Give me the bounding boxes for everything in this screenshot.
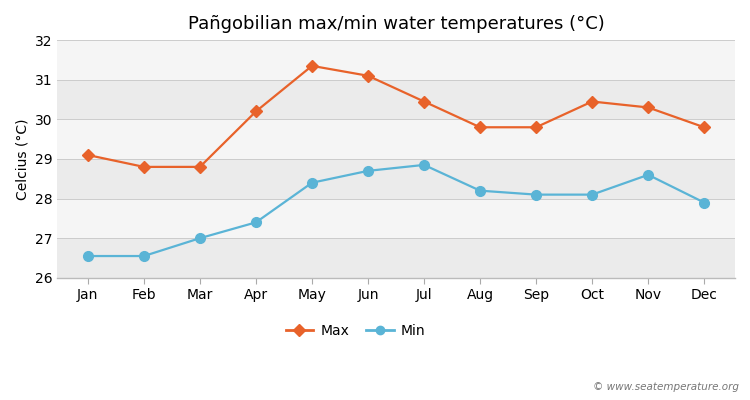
Min bbox=[532, 192, 541, 197]
Bar bbox=[57, 159, 735, 198]
Max bbox=[83, 153, 92, 158]
Title: Pañgobilian max/min water temperatures (°C): Pañgobilian max/min water temperatures (… bbox=[188, 15, 604, 33]
Max bbox=[476, 125, 484, 130]
Bar bbox=[57, 198, 735, 238]
Min bbox=[644, 172, 652, 177]
Bar bbox=[57, 119, 735, 159]
Min bbox=[700, 200, 709, 205]
Y-axis label: Celcius (°C): Celcius (°C) bbox=[15, 118, 29, 200]
Min bbox=[476, 188, 484, 193]
Line: Min: Min bbox=[83, 160, 709, 261]
Max bbox=[251, 109, 260, 114]
Max bbox=[140, 164, 148, 169]
Max bbox=[587, 99, 596, 104]
Max bbox=[196, 164, 205, 169]
Min bbox=[196, 236, 205, 241]
Bar bbox=[57, 238, 735, 278]
Max bbox=[644, 105, 652, 110]
Bar bbox=[57, 40, 735, 80]
Max bbox=[419, 99, 428, 104]
Max bbox=[308, 64, 316, 68]
Min bbox=[419, 162, 428, 167]
Min bbox=[251, 220, 260, 225]
Legend: Max, Min: Max, Min bbox=[280, 318, 430, 343]
Line: Max: Max bbox=[84, 62, 708, 171]
Min bbox=[308, 180, 316, 185]
Min bbox=[364, 168, 373, 173]
Text: © www.seatemperature.org: © www.seatemperature.org bbox=[592, 382, 739, 392]
Min bbox=[587, 192, 596, 197]
Bar bbox=[57, 80, 735, 119]
Max bbox=[364, 73, 373, 78]
Max bbox=[532, 125, 541, 130]
Min bbox=[140, 254, 148, 258]
Max bbox=[700, 125, 709, 130]
Min bbox=[83, 254, 92, 258]
